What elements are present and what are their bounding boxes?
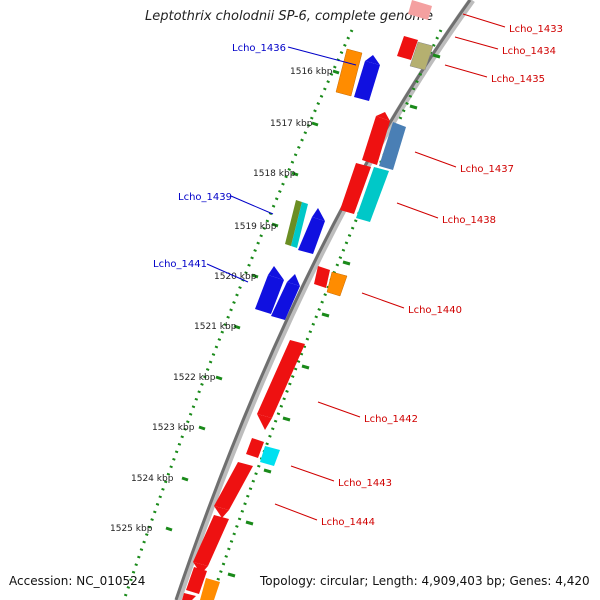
tick-mark [227,572,236,578]
gene-feature-red-arrowhead [376,112,390,121]
gene-feature-red [182,593,196,600]
tick-mark [342,260,351,266]
gene-feature-steelblue [379,122,406,170]
gene-feature-pink [408,0,432,20]
gene-feature-blue [354,61,380,101]
gene-feature-red-arrowhead [214,506,229,518]
gene-label: Lcho_1443 [338,478,392,489]
tick-mark [271,222,279,228]
gene-feature-red [246,438,264,458]
gene-feature-red [362,116,390,165]
gene-feature-red-arrowhead [257,414,272,430]
label-leader-line [274,503,318,521]
gene-label: Lcho_1439 [178,192,232,203]
tick-mark [245,520,254,526]
gene-feature-red [314,266,330,288]
accession-label: Accession: NC_010524 [9,574,146,588]
tick-mark [311,121,319,127]
tick-label: 1521 kbp [194,322,237,332]
gene-feature-orange [326,271,348,297]
tick-mark [251,273,259,279]
gene-label: Lcho_1444 [321,517,375,528]
gene-label: Lcho_1436 [232,43,286,54]
label-leader-line [287,46,357,66]
gene-feature-khaki [409,41,434,71]
tick-label: 1523 kbp [152,423,195,433]
gene-feature-red [186,567,207,594]
label-leader-line [290,465,335,482]
gene-label: Lcho_1438 [442,215,496,226]
gene-label: Lcho_1440 [408,305,462,316]
tick-mark [291,171,299,177]
tick-label: 1520 kbp [214,272,257,282]
gene-label: Lcho_1442 [364,414,418,425]
tick-mark [282,416,291,422]
gene-feature-olive [285,200,302,246]
gene-label: Lcho_1437 [460,164,514,175]
tick-mark [332,69,340,75]
gene-feature-cyan [260,446,280,466]
gene-feature-blue [255,275,284,314]
tick-label: 1525 kbp [110,524,153,534]
gene-feature-blue-arrowhead [268,266,284,280]
gene-label: Lcho_1433 [509,24,563,35]
inner-dotted-track [122,29,354,600]
tick-mark [233,324,241,330]
label-leader-line [206,263,249,283]
tick-mark [181,476,189,482]
tick-label: 1519 kbp [234,222,277,232]
gene-feature-red-arrowhead [193,562,208,574]
gene-feature-red [340,163,371,214]
gene-feature-red [257,340,305,418]
label-leader-line [361,292,405,309]
genome-summary-label: Topology: circular; Length: 4,909,403 bp… [260,574,590,588]
genome-backbone [174,0,472,600]
gene-feature-cyan [356,167,389,222]
label-leader-line [454,36,499,50]
gene-feature-blue-arrowhead [312,208,325,221]
gene-feature-blue-arrowhead [365,55,380,65]
label-leader-line [230,195,274,215]
label-leader-line [317,401,361,418]
gene-feature-orange [200,578,220,600]
tick-mark [301,364,310,370]
gene-label: Lcho_1434 [502,46,556,57]
label-leader-line [414,151,457,168]
gene-feature-cyan [291,202,308,248]
label-leader-line [444,64,488,78]
tick-label: 1518 kbp [253,169,296,179]
tick-mark [263,468,272,474]
gene-feature-red [397,36,418,60]
gene-feature-red [214,462,253,510]
tick-mark [409,104,418,110]
tick-mark [165,526,173,532]
label-leader-line [396,202,439,219]
gene-feature-orange [335,48,363,97]
map-title: Leptothrix cholodnii SP-6, complete geno… [145,9,433,24]
tick-label: 1517 kbp [270,119,313,129]
outer-dotted-track [209,29,443,600]
tick-mark [198,425,206,431]
tick-label: 1516 kbp [290,67,333,77]
tick-mark [432,53,441,59]
label-leader-line [462,13,506,28]
gene-feature-blue [298,217,325,254]
gene-feature-red [193,515,229,566]
tick-mark [321,312,330,318]
gene-label: Lcho_1435 [491,74,545,85]
tick-mark [215,375,223,381]
gene-feature-blue-arrowhead [287,274,300,286]
tick-label: 1524 kbp [131,474,174,484]
tick-label: 1522 kbp [173,373,216,383]
gene-feature-blue [271,282,300,320]
gene-label: Lcho_1441 [153,259,207,270]
